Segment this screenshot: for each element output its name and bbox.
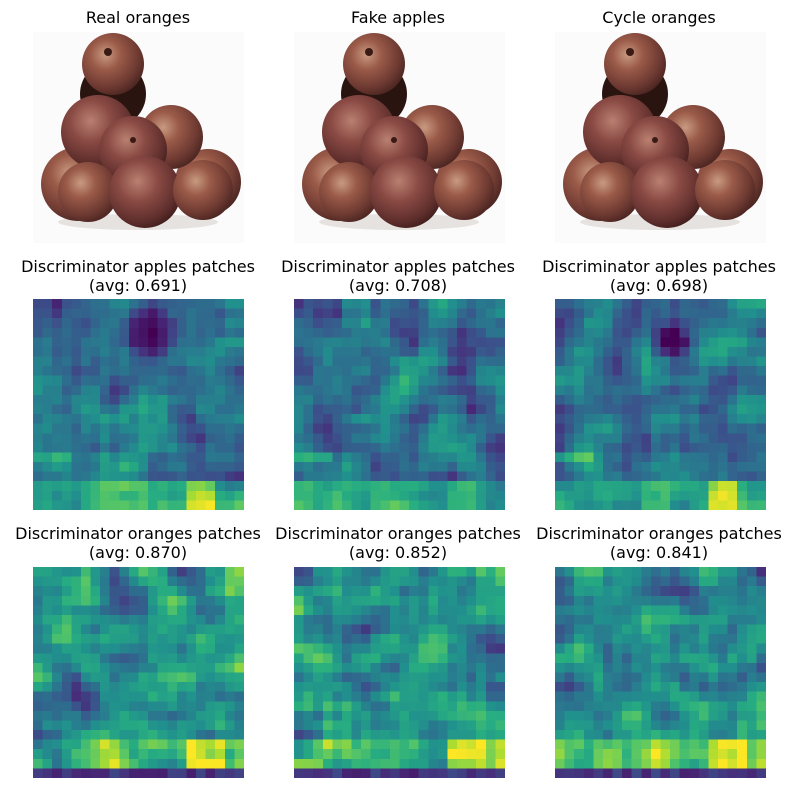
fruit-pile-image bbox=[33, 32, 244, 243]
avg-label: (avg: 0.841) bbox=[609, 543, 709, 562]
title-line: Discriminator apples patches bbox=[542, 257, 776, 276]
heatmap-apples-2 bbox=[294, 299, 505, 510]
avg-label: (avg: 0.870) bbox=[88, 543, 188, 562]
panel-title: Discriminator oranges patches (avg: 0.87… bbox=[8, 524, 268, 562]
fruit-pile-image bbox=[294, 32, 505, 243]
heatmap-canvas bbox=[555, 299, 766, 510]
avg-label: (avg: 0.852) bbox=[348, 543, 448, 562]
panel-title: Fake apples bbox=[351, 8, 445, 27]
heatmap-apples-1 bbox=[33, 299, 244, 510]
heatmap-canvas bbox=[294, 299, 505, 510]
avg-label: (avg: 0.698) bbox=[609, 276, 709, 295]
panel-title: Discriminator oranges patches (avg: 0.85… bbox=[268, 524, 528, 562]
panel-title: Discriminator apples patches (avg: 0.698… bbox=[529, 257, 789, 295]
title-line: Discriminator apples patches bbox=[281, 257, 515, 276]
heatmap-oranges-2 bbox=[294, 567, 505, 778]
panel-title: Cycle oranges bbox=[602, 8, 716, 27]
title-line: Discriminator oranges patches bbox=[15, 524, 261, 543]
title-line: Discriminator oranges patches bbox=[275, 524, 521, 543]
heatmap-canvas bbox=[33, 567, 244, 778]
heatmap-canvas bbox=[33, 299, 244, 510]
image-real-oranges bbox=[33, 32, 244, 243]
title-line: Discriminator apples patches bbox=[21, 257, 255, 276]
heatmap-apples-3 bbox=[555, 299, 766, 510]
panel-title: Discriminator apples patches (avg: 0.691… bbox=[8, 257, 268, 295]
title-line: Discriminator oranges patches bbox=[536, 524, 782, 543]
panel-title: Discriminator apples patches (avg: 0.708… bbox=[268, 257, 528, 295]
avg-label: (avg: 0.708) bbox=[348, 276, 448, 295]
avg-label: (avg: 0.691) bbox=[88, 276, 188, 295]
fruit-pile-image bbox=[555, 32, 766, 243]
heatmap-oranges-1 bbox=[33, 567, 244, 778]
heatmap-canvas bbox=[555, 567, 766, 778]
image-cycle-oranges bbox=[555, 32, 766, 243]
panel-title: Discriminator oranges patches (avg: 0.84… bbox=[529, 524, 789, 562]
panel-title: Real oranges bbox=[85, 8, 191, 27]
heatmap-canvas bbox=[294, 567, 505, 778]
heatmap-oranges-3 bbox=[555, 567, 766, 778]
image-fake-apples bbox=[294, 32, 505, 243]
